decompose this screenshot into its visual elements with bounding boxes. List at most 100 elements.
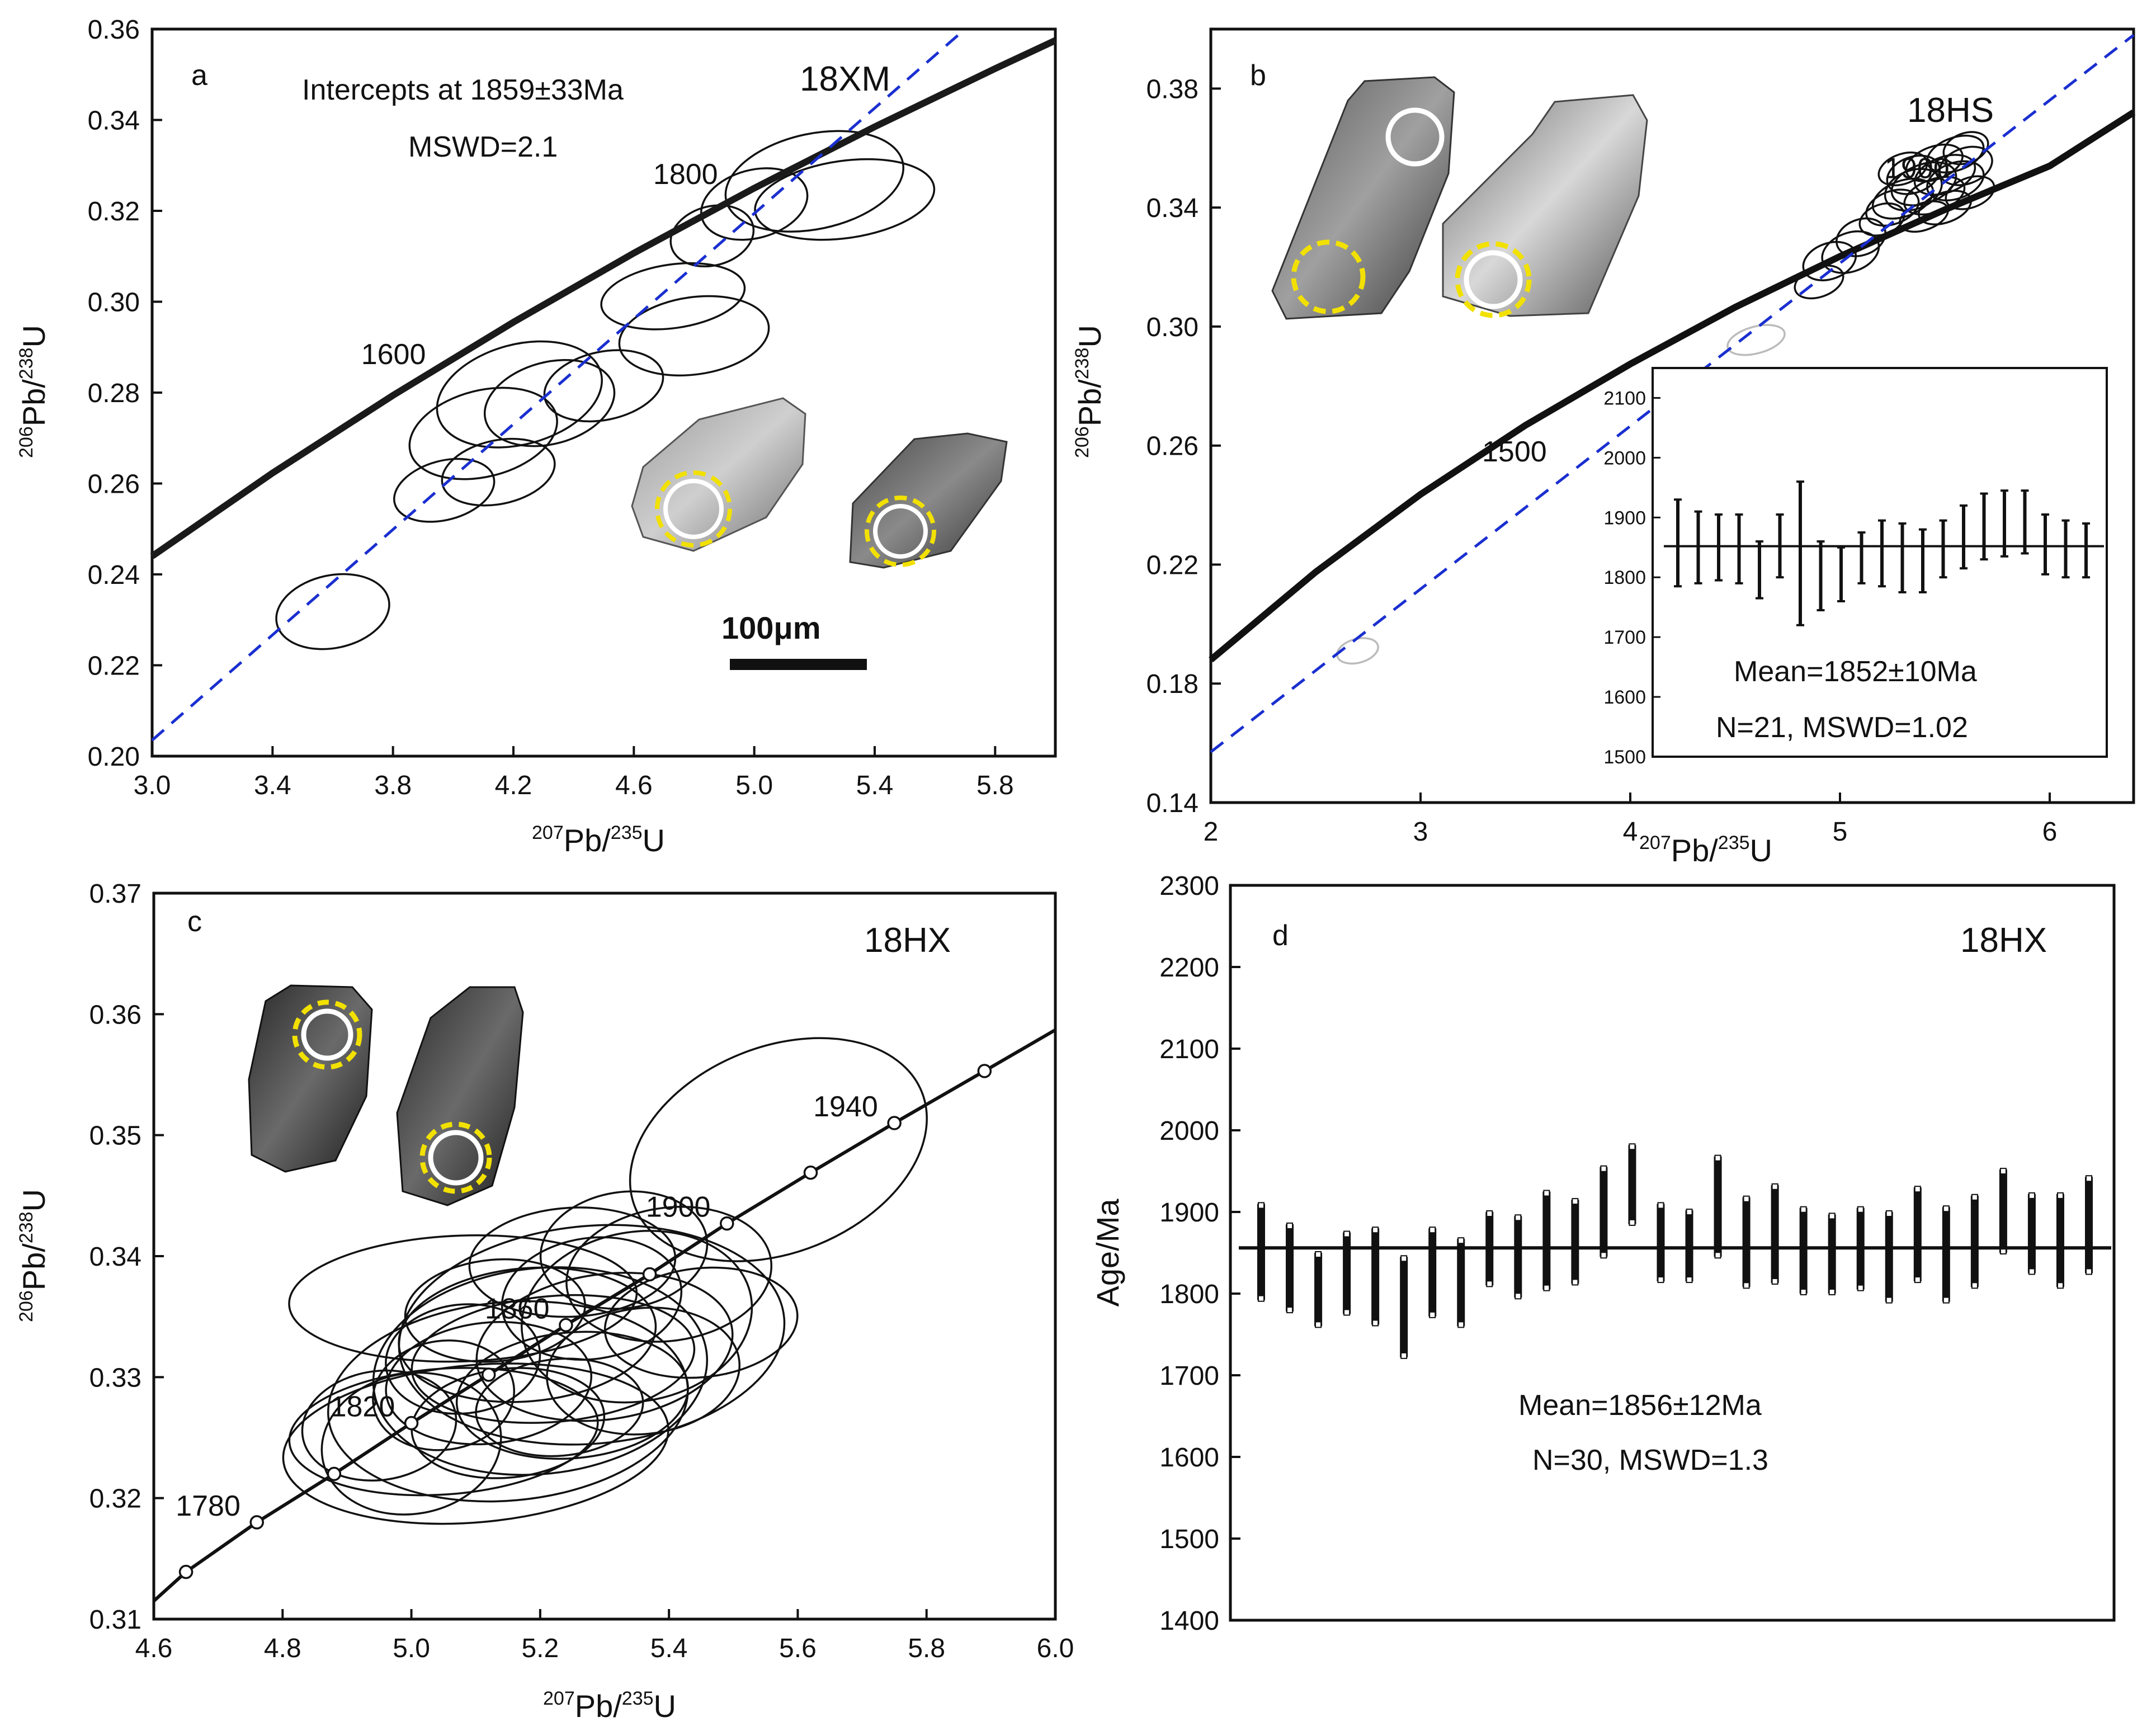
panel-a-error-ellipse — [483, 358, 616, 447]
panel-d-error-bar — [1657, 1204, 1665, 1282]
panel-c-ticks: 4.6 4.8 5.0 5.2 5.4 5.6 5.8 6.0 0.31 0.32 0.33 0.34… — [89, 879, 1074, 1663]
panel-d-bar-cap — [1457, 1237, 1465, 1244]
panel-b-plot-frame — [1209, 27, 2135, 804]
panel-b-inset-y-tick-label: 1800 — [1603, 567, 1646, 588]
panel-d-y-tick-label: 1400 — [1159, 1606, 1219, 1636]
panel-d-error-bar — [2027, 1194, 2036, 1273]
panel-a-x-tick-label: 4.2 — [495, 771, 532, 800]
panel-b-y-tick-label: 0.14 — [1147, 789, 1199, 818]
panel-a-concordia-curve — [150, 37, 1057, 559]
panel-b-inset: 1500 1600 1700 1800 1900 2000 2100 — [1603, 388, 2104, 768]
panel-c-error-ellipse — [398, 1266, 657, 1403]
panel-b: 2 3 4 5 6 0.14 0.18 0.22 0.26 0.30 0.34 0.38 1500 19… — [1072, 27, 2136, 868]
panel-c-error-ellipse — [282, 1362, 669, 1525]
panel-d-y-tick-label: 2200 — [1159, 953, 1219, 983]
panel-d-bar-cap — [2086, 1268, 2092, 1275]
panel-c-concordia-marker — [720, 1216, 734, 1231]
panel-c-error-ellipse — [301, 1369, 457, 1482]
panel-d-error-bar — [1628, 1145, 1636, 1224]
panel-c-error-ellipse — [411, 1367, 606, 1479]
panel-c-x-tick-label: 4.6 — [135, 1634, 173, 1663]
panel-d-bar-cap — [1372, 1319, 1379, 1327]
panel-c-y-tick-label: 0.34 — [89, 1242, 141, 1272]
panel-d-bar-cap — [1800, 1206, 1807, 1213]
panel-c-concordia-marker — [803, 1165, 818, 1180]
panel-d-chart: 1400 1500 1600 1700 1800 1900 2000 2100 2200 2300 — [1159, 871, 2111, 1636]
panel-d-y-tick-label: 1500 — [1159, 1525, 1219, 1554]
panel-a-error-ellipse — [618, 295, 770, 377]
panel-d-bar-cap — [1429, 1226, 1436, 1234]
panel-d-bar-cap — [1885, 1210, 1893, 1217]
panel-d-bar-cap — [1914, 1276, 1921, 1284]
panel-d-bar-cap — [1971, 1194, 1978, 1201]
panel-a-x-tick-label: 3.8 — [374, 771, 412, 800]
panel-d-bar-cap — [1714, 1154, 1721, 1162]
panel-a-error-ellipse — [408, 386, 558, 480]
panel-d-error-bar — [1286, 1224, 1294, 1312]
panel-c-x-axis-title: 207Pb/235U — [543, 1688, 676, 1724]
panel-b-error-ellipse — [1871, 177, 1935, 220]
panel-d-bar-cap — [1714, 1252, 1721, 1259]
panel-b-error-ellipse — [1865, 188, 1920, 227]
panel-c-sample-label: 18HX — [864, 921, 951, 960]
panel-d-y-tick-label: 2300 — [1159, 871, 1219, 901]
panel-d-bar-cap — [1286, 1222, 1294, 1229]
panel-d-bar-cap — [1857, 1284, 1864, 1291]
panel-b-zircon-grain-2 — [1442, 94, 1648, 318]
panel-c-concordia-marker — [559, 1318, 573, 1333]
panel-b-inset-y-tick-label: 1900 — [1603, 507, 1646, 529]
panel-d-bar-cap — [1486, 1210, 1493, 1217]
panel-d-error-bar — [1371, 1228, 1380, 1325]
panel-d-error-bar — [1999, 1169, 2007, 1253]
panel-a: 3.0 3.4 3.8 4.2 4.6 5.0 5.4 5.8 0.20 0.22 0.24 0.26… — [16, 15, 1057, 858]
panel-a-y-tick-label: 0.34 — [88, 106, 140, 136]
panel-b-x-tick-label: 5 — [1833, 817, 1848, 847]
panel-c-concordia-markers: 1780 1820 1860 1900 1940 — [176, 1064, 992, 1579]
panel-d-y-tick-label: 2100 — [1159, 1035, 1219, 1064]
panel-d-bar-cap — [1914, 1186, 1921, 1193]
panel-d-letter: d — [1272, 919, 1289, 952]
panel-d-bar-cap — [1343, 1309, 1351, 1316]
panel-c-concordia-marker — [977, 1064, 992, 1078]
panel-b-error-ellipse — [1926, 160, 1985, 201]
panel-a-scale-bar-label: 100μm — [721, 610, 821, 645]
panel-b-x-tick-label: 6 — [2042, 817, 2058, 847]
panel-d-bar-cap — [1828, 1289, 1836, 1295]
panel-a-error-ellipse — [724, 130, 905, 233]
panel-d-bar-cap — [1771, 1183, 1778, 1190]
panel-d-bar-cap — [1885, 1296, 1893, 1304]
panel-d-error-bar — [1314, 1253, 1323, 1327]
panel-a-error-ellipse — [436, 340, 603, 449]
panel-d-bar-cap — [1629, 1219, 1636, 1226]
panel-c-concordia-marker — [327, 1466, 342, 1482]
panel-c-concordia-marker — [481, 1367, 496, 1382]
panel-d-bar-cap — [1572, 1279, 1579, 1286]
panel-c-error-ellipse — [629, 1037, 928, 1262]
panel-c-zircon-grain-1 — [248, 984, 373, 1173]
panel-d-bar-cap — [1372, 1226, 1379, 1234]
panel-c-concordia-marker — [249, 1515, 264, 1530]
panel-d-bar-cap — [1400, 1352, 1408, 1359]
panel-c-concordia-marker — [642, 1267, 657, 1282]
panel-b-inset-y-tick-label: 1700 — [1603, 627, 1646, 648]
panel-a-scale-bar — [730, 659, 867, 670]
panel-c-x-tick-label: 5.4 — [650, 1634, 688, 1663]
panel-d-bar-cap — [1315, 1251, 1322, 1258]
panel-d-error-bar — [1799, 1207, 1808, 1294]
panel-d-bar-cap — [1258, 1202, 1265, 1209]
panel-b-x-axis-title: 207Pb/235U — [1639, 832, 1772, 868]
panel-d-bar-cap — [1686, 1209, 1693, 1216]
panel-d-bar-cap — [1457, 1321, 1465, 1328]
panel-a-plot-frame — [150, 27, 1057, 758]
panel-d-error-bar — [1514, 1216, 1522, 1298]
panel-c-x-tick-label: 6.0 — [1037, 1634, 1074, 1663]
panel-a-sample-label: 18XM — [800, 60, 890, 98]
panel-d-error-bar — [1400, 1257, 1408, 1357]
panel-d-bar-cap — [1800, 1289, 1807, 1295]
panel-d-error-bar — [1600, 1167, 1608, 1257]
panel-b-zircon-grain-1 — [1271, 76, 1455, 320]
panel-a-y-axis-title: 206Pb/238U — [16, 325, 51, 458]
panel-c-y-tick-label: 0.33 — [89, 1363, 141, 1393]
panel-d-bar-cap — [1515, 1292, 1522, 1300]
